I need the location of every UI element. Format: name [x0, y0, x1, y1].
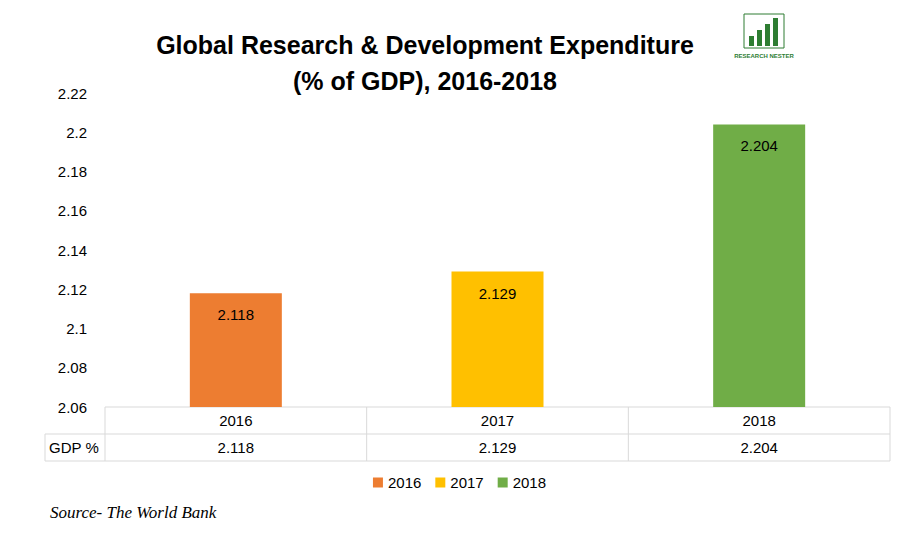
- svg-text:(% of GDP), 2016-2018: (% of GDP), 2016-2018: [293, 67, 557, 95]
- svg-text:2.12: 2.12: [58, 281, 87, 298]
- svg-text:2.118: 2.118: [218, 439, 254, 456]
- svg-text:GDP %: GDP %: [49, 439, 99, 456]
- svg-text:2.2: 2.2: [66, 124, 87, 141]
- svg-text:Source- The World Bank: Source- The World Bank: [50, 503, 217, 522]
- svg-text:2016: 2016: [388, 474, 421, 491]
- svg-text:RESEARCH NESTER: RESEARCH NESTER: [734, 53, 794, 59]
- svg-text:2016: 2016: [219, 412, 252, 429]
- svg-text:2.18: 2.18: [58, 163, 87, 180]
- svg-text:2.204: 2.204: [740, 137, 778, 154]
- svg-text:2018: 2018: [513, 474, 546, 491]
- svg-text:2.06: 2.06: [58, 399, 87, 416]
- svg-text:2.204: 2.204: [740, 439, 778, 456]
- svg-text:2.129: 2.129: [479, 285, 517, 302]
- svg-text:2.16: 2.16: [58, 202, 87, 219]
- svg-text:2.1: 2.1: [66, 320, 87, 337]
- svg-text:2.08: 2.08: [58, 359, 87, 376]
- svg-text:Global Research & Development: Global Research & Development Expenditur…: [156, 31, 694, 59]
- svg-text:2017: 2017: [450, 474, 483, 491]
- svg-text:2.22: 2.22: [58, 85, 87, 102]
- svg-text:2.118: 2.118: [218, 306, 254, 323]
- svg-text:2.129: 2.129: [479, 439, 517, 456]
- svg-text:2017: 2017: [481, 412, 514, 429]
- svg-text:2018: 2018: [742, 412, 775, 429]
- svg-text:2.14: 2.14: [58, 242, 87, 259]
